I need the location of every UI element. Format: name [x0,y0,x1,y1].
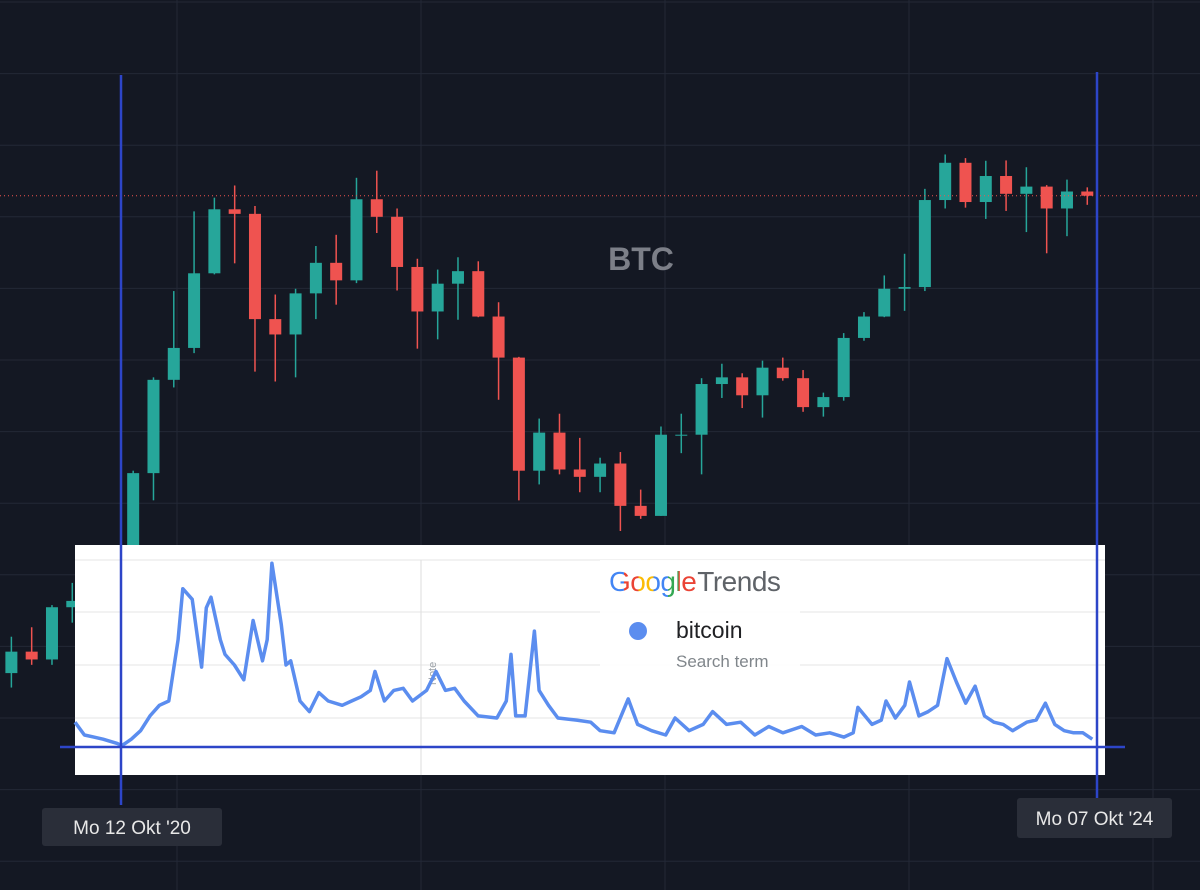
candle-body [918,200,931,288]
candle-body [208,209,221,274]
legend-dot [629,622,647,640]
candle-body [451,271,464,284]
legend-subtitle: Search term [676,652,769,671]
legend-box [600,560,800,675]
candle-body [736,377,749,396]
candle-body [309,262,322,294]
google-trends-logo: GoogleTrends [609,566,781,598]
candle-body [25,651,38,660]
candle-body [1060,191,1073,209]
candle-body [614,463,627,506]
candle-body [715,377,728,385]
candle-body [878,288,891,317]
candle-body [1000,176,1013,194]
date-label-box [1017,798,1172,838]
candle-body [939,162,952,201]
candle-body [857,316,870,338]
candle-body [5,651,18,674]
candle-body [431,283,444,312]
candle-body [573,469,586,477]
trends-title: Trends [697,566,781,597]
candle-body [533,432,546,471]
candle-body [1081,191,1094,196]
candle-body [411,266,424,312]
candle-body [594,463,607,477]
candle-body [512,357,525,471]
candle-body [553,432,566,470]
candle-body [167,347,180,380]
candle-body [797,378,810,408]
trends-note: Note [427,662,439,685]
candle-body [634,505,647,516]
candle-body [817,397,830,408]
date-label: Mo 07 Okt '24 [1036,809,1154,830]
candle-body [1020,186,1033,194]
date-label-box [42,808,222,846]
candle-body [654,434,667,516]
candle-body [350,199,363,281]
candle-body [756,367,769,396]
chart-title: BTC [608,241,674,277]
candle-body [959,162,972,203]
brand: Google [609,566,697,597]
candle-body [45,607,58,660]
candle-body [330,262,343,281]
candle-body [370,199,383,217]
candle-body [675,434,688,436]
candle-body [127,473,140,560]
candle-body [776,367,789,379]
candle-body [289,293,302,335]
candle-body [898,287,911,289]
candle-body [188,273,201,348]
candle-body [1040,186,1053,209]
legend-name: bitcoin [676,617,742,643]
candle-body [472,271,485,317]
candle-body [228,209,241,214]
candle-body [147,379,160,474]
candle-body [269,319,282,335]
candle-body [695,384,708,435]
date-label: Mo 12 Okt '20 [73,818,191,839]
candle-body [391,216,404,267]
candle-body [979,176,992,203]
candle-body [248,213,261,320]
candle-body [837,337,850,398]
candle-body [66,600,79,608]
candle-body [492,316,505,358]
trend-line [73,561,1094,748]
